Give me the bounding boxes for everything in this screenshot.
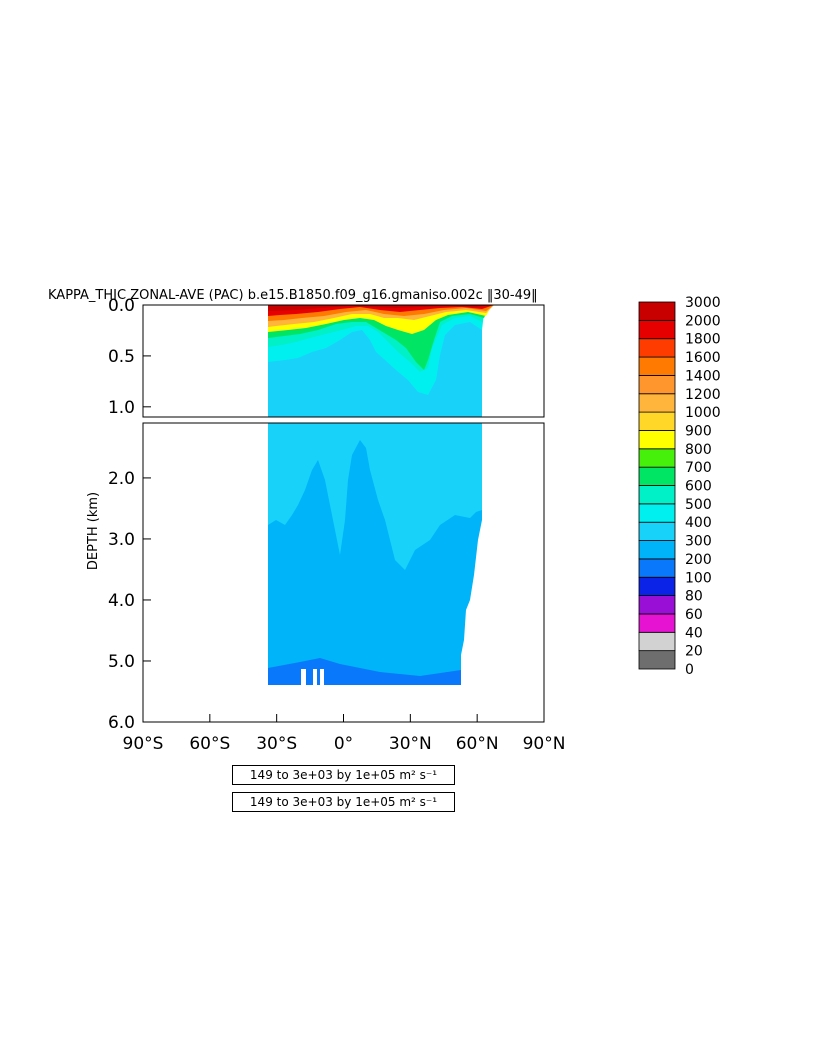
colorbar-swatch bbox=[638, 576, 676, 597]
colorbar-label: 2000 bbox=[685, 313, 721, 329]
y-tick-label: 6.0 bbox=[108, 713, 135, 733]
colorbar-swatch bbox=[638, 356, 676, 376]
colorbar-label: 1800 bbox=[685, 332, 721, 348]
x-tick-label: 60°S bbox=[189, 734, 230, 754]
colorbar-swatch bbox=[638, 613, 676, 633]
y-tick-label: 5.0 bbox=[108, 652, 135, 672]
colorbar-label: 400 bbox=[685, 515, 712, 531]
colorbar-swatch bbox=[638, 503, 676, 523]
colorbar-label: 100 bbox=[685, 570, 712, 586]
y-tick-label: 0.0 bbox=[108, 296, 135, 316]
colorbar-label: 600 bbox=[685, 479, 712, 495]
colorbar-swatch bbox=[638, 466, 676, 486]
x-tick-label: 90°S bbox=[123, 734, 164, 754]
y-axis-label: DEPTH (km) bbox=[86, 492, 101, 570]
y-tick-label: 3.0 bbox=[108, 530, 135, 550]
colorbar-swatch bbox=[638, 650, 676, 670]
y-tick-label: 1.0 bbox=[108, 398, 135, 418]
colorbar-label: 60 bbox=[685, 607, 703, 623]
colorbar-swatch bbox=[638, 301, 676, 321]
y-tick-label: 4.0 bbox=[108, 591, 135, 611]
colorbar-label: 300 bbox=[685, 534, 712, 550]
mask-gap bbox=[320, 669, 324, 686]
chart-title: KAPPA_THIC ZONAL-AVE (PAC) b.e15.B1850.f… bbox=[48, 288, 538, 303]
region-2000-3000 bbox=[268, 305, 492, 311]
axis-ticks: 90°S 60°S 30°S 0° 30°N 60°N 90°N 0.0 0.5 1.0 2.0 3.… bbox=[108, 296, 565, 754]
mask-gap bbox=[313, 669, 317, 686]
panel-gap bbox=[140, 418, 550, 422]
colorbar-swatch bbox=[638, 521, 676, 541]
colorbar-swatch bbox=[638, 448, 676, 468]
x-tick-label: 0° bbox=[334, 734, 353, 754]
y-tick-label: 2.0 bbox=[108, 469, 135, 489]
colorbar-label: 20 bbox=[685, 644, 703, 660]
colorbar: 0 20 40 60 80 100 200 300 400 500 600 700 800 900 1000… bbox=[638, 295, 721, 678]
colorbar-label: 80 bbox=[685, 589, 703, 605]
mask-gap bbox=[301, 669, 306, 686]
colorbar-label: 500 bbox=[685, 497, 712, 513]
colorbar-label: 3000 bbox=[685, 295, 721, 311]
contour-info-box-2: 149 to 3e+03 by 1e+05 m² s⁻¹ bbox=[232, 792, 455, 812]
colorbar-label: 0 bbox=[685, 662, 694, 678]
colorbar-swatch bbox=[638, 540, 676, 560]
contour-field bbox=[140, 305, 550, 686]
colorbar-label: 800 bbox=[685, 442, 712, 458]
colorbar-swatch bbox=[638, 430, 676, 450]
colorbar-swatch bbox=[638, 319, 676, 340]
colorbar-label: 1200 bbox=[685, 387, 721, 403]
x-tick-label: 30°S bbox=[256, 734, 297, 754]
upper-panel-frame bbox=[142, 304, 545, 418]
colorbar-swatch bbox=[638, 411, 676, 431]
colorbar-swatch bbox=[638, 485, 676, 505]
contour-info-box-1: 149 to 3e+03 by 1e+05 m² s⁻¹ bbox=[232, 765, 455, 785]
x-tick-label: 60°N bbox=[456, 734, 499, 754]
colorbar-label: 700 bbox=[685, 460, 712, 476]
colorbar-label: 1600 bbox=[685, 350, 721, 366]
colorbar-swatch bbox=[638, 558, 676, 578]
x-tick-label: 30°N bbox=[389, 734, 432, 754]
colorbar-label: 40 bbox=[685, 625, 703, 641]
colorbar-swatch bbox=[638, 374, 676, 395]
colorbar-swatch bbox=[638, 595, 676, 615]
colorbar-swatch bbox=[638, 631, 676, 652]
colorbar-label: 900 bbox=[685, 423, 712, 439]
colorbar-label: 200 bbox=[685, 552, 712, 568]
region-300-400-lower bbox=[268, 423, 482, 570]
colorbar-swatch bbox=[638, 393, 676, 413]
y-tick-label: 0.5 bbox=[108, 347, 135, 367]
x-tick-label: 90°N bbox=[523, 734, 566, 754]
colorbar-label: 1000 bbox=[685, 405, 721, 421]
colorbar-swatch bbox=[638, 338, 676, 358]
colorbar-label: 1400 bbox=[685, 368, 721, 384]
region-1800-2000 bbox=[268, 305, 494, 316]
